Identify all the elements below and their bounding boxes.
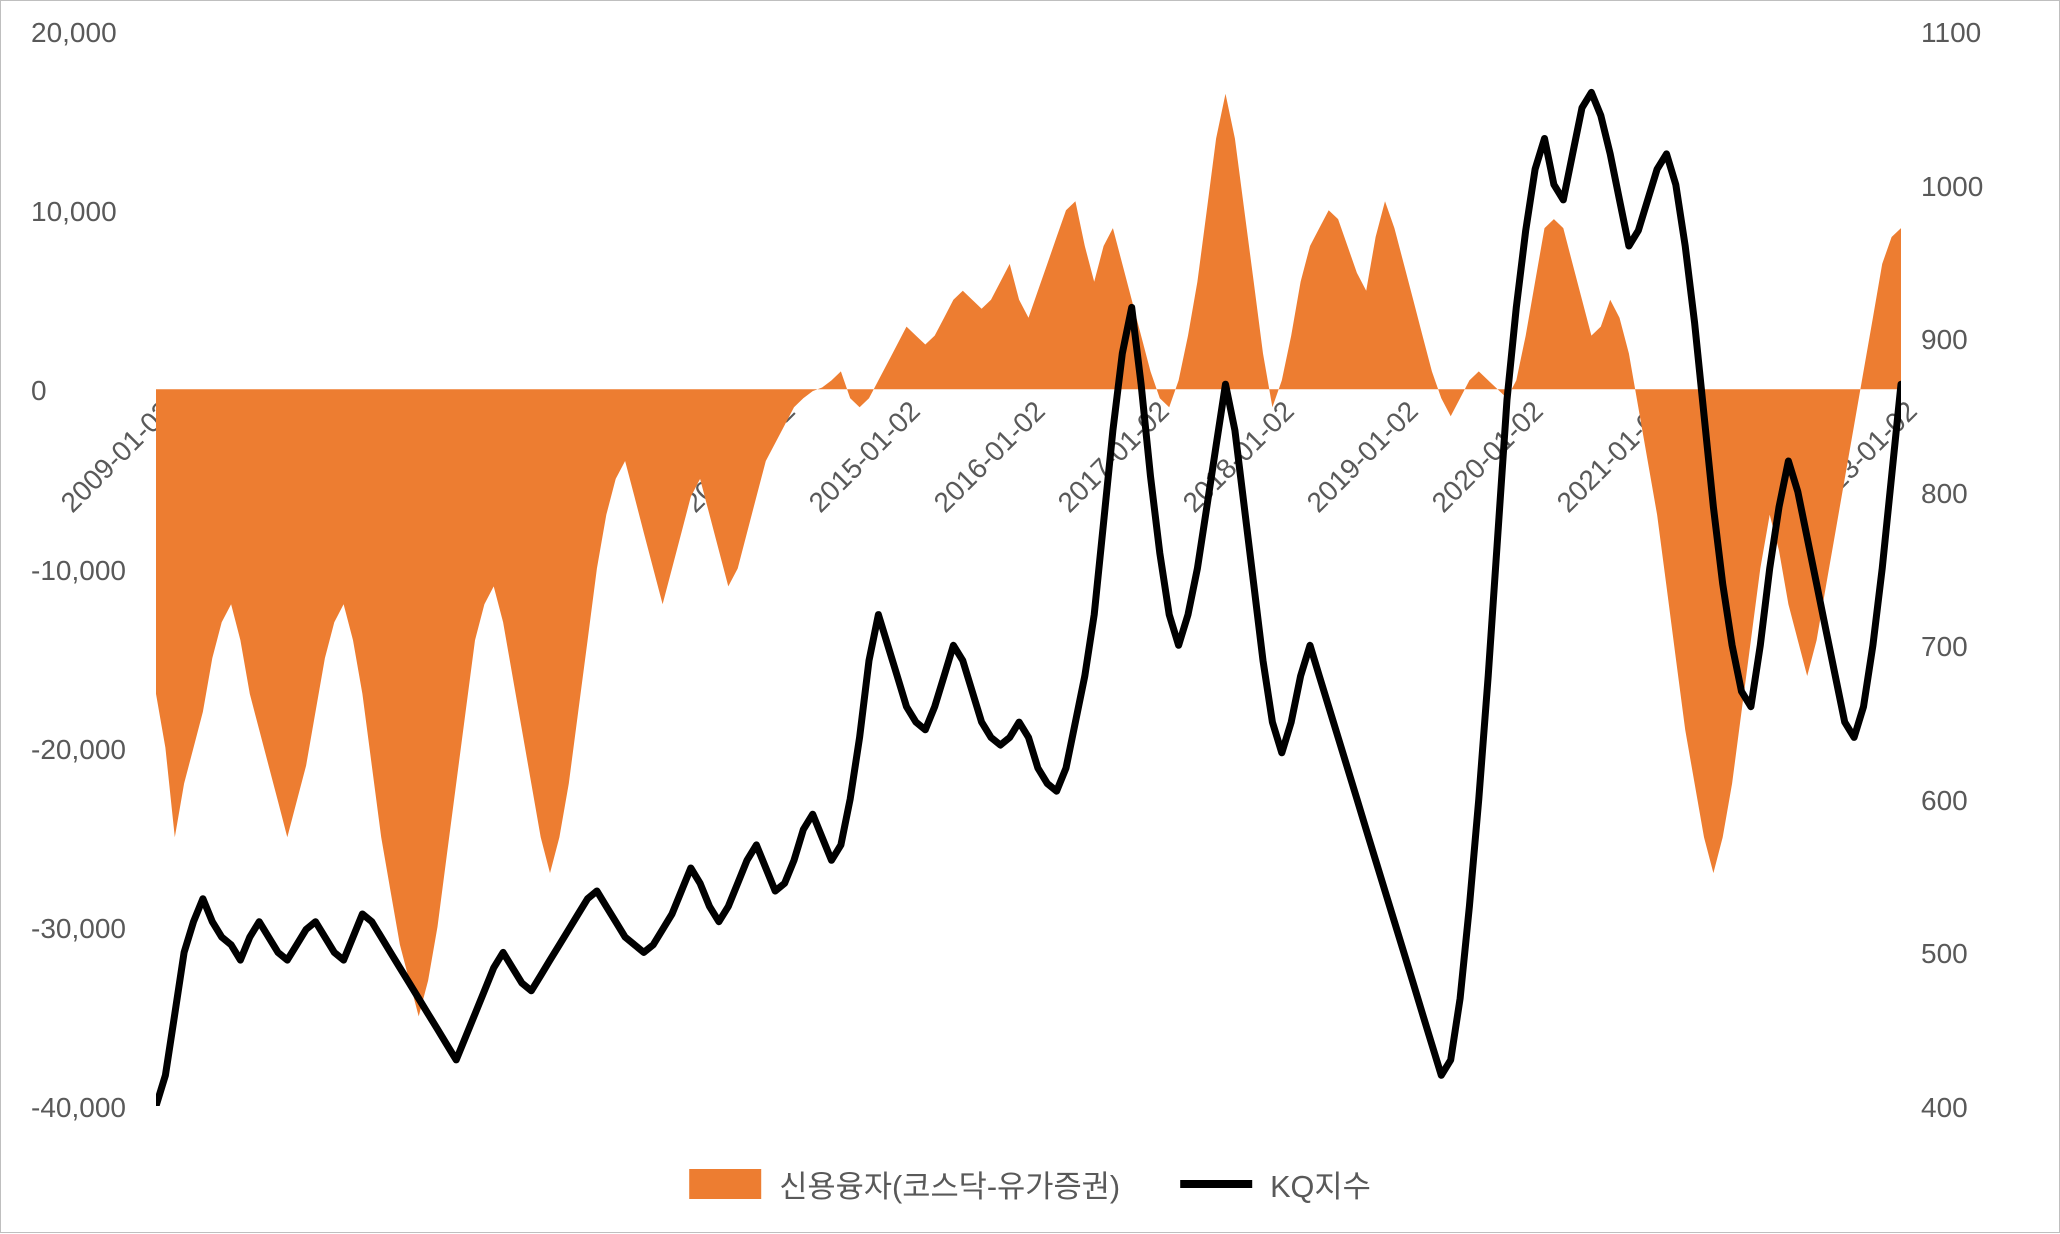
legend-item: 신용융자(코스닥-유가증권) (689, 1161, 1120, 1206)
legend: 신용융자(코스닥-유가증권) KQ지수 (689, 1161, 1371, 1206)
legend-swatch-line (1180, 1180, 1252, 1188)
chart-frame: 20,00010,0000-10,000-20,000-30,000-40,00… (0, 0, 2060, 1233)
legend-swatch-area (689, 1169, 761, 1199)
legend-item: KQ지수 (1180, 1161, 1371, 1206)
legend-label: KQ지수 (1270, 1161, 1371, 1206)
legend-label: 신용융자(코스닥-유가증권) (779, 1161, 1120, 1206)
plot-area (1, 1, 2060, 1234)
